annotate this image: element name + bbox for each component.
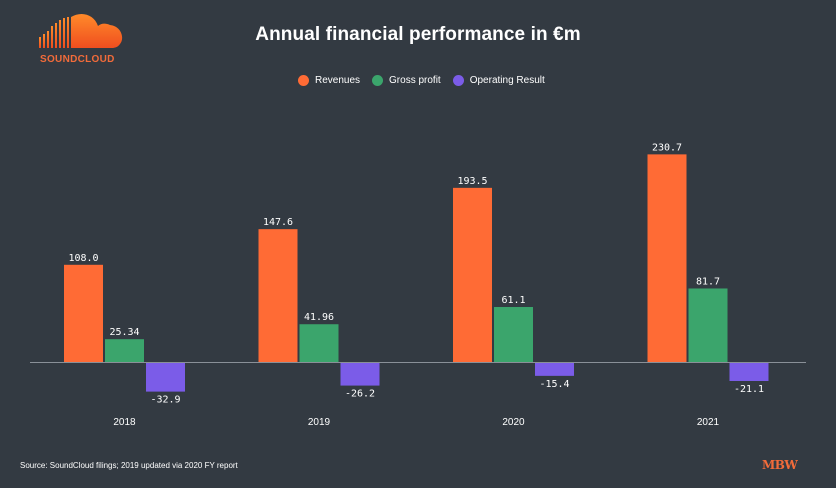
source-note: Source: SoundCloud filings; 2019 updated…: [20, 461, 238, 470]
bar-operating-result-2020: [535, 362, 574, 376]
data-label-operating-result-2020: -15.4: [539, 379, 569, 390]
legend-item-gross-profit[interactable]: Gross profit: [372, 74, 441, 86]
data-label-gross-profit-2018: 25.34: [109, 327, 139, 338]
data-label-revenues-2018: 108.0: [68, 253, 98, 264]
data-label-gross-profit-2021: 81.7: [696, 276, 720, 287]
bar-operating-result-2018: [146, 362, 185, 392]
data-label-revenues-2021: 230.7: [652, 142, 682, 153]
soundcloud-cloud-icon: [39, 14, 123, 48]
x-tick-label-2021: 2021: [697, 417, 720, 428]
data-label-operating-result-2019: -26.2: [345, 389, 375, 400]
x-tick-label-2020: 2020: [502, 417, 525, 428]
bar-gross-profit-2019: [299, 324, 339, 362]
legend-item-operating-result[interactable]: Operating Result: [452, 74, 545, 86]
legend-label-gross-profit: Gross profit: [389, 74, 441, 86]
bar-operating-result-2019: [340, 362, 380, 386]
soundcloud-wordmark: SOUNDCLOUD: [40, 54, 115, 65]
data-label-gross-profit-2020: 61.1: [501, 295, 525, 306]
bar-revenues-2018: [64, 264, 103, 362]
legend-item-revenues[interactable]: Revenues: [298, 74, 361, 86]
legend-label-revenues: Revenues: [315, 74, 361, 86]
mbw-brand-mark: MBW: [762, 458, 798, 472]
bar-revenues-2020: [453, 187, 492, 362]
legend: Revenues Gross profit Operating Result: [298, 72, 545, 88]
legend-swatch-operating-result: [452, 74, 464, 86]
bar-gross-profit-2018: [105, 339, 144, 362]
legend-swatch-revenues: [298, 74, 309, 86]
soundcloud-logo: SOUNDCLOUD: [36, 12, 128, 70]
bar-gross-profit-2021: [688, 288, 728, 362]
data-label-gross-profit-2019: 41.96: [304, 312, 334, 323]
data-label-revenues-2020: 193.5: [457, 176, 487, 187]
bar-revenues-2021: [647, 154, 687, 362]
legend-swatch-gross-profit: [372, 74, 384, 86]
x-tick-label-2018: 2018: [113, 417, 136, 428]
data-label-revenues-2019: 147.6: [263, 217, 293, 228]
data-label-operating-result-2021: -21.1: [734, 384, 764, 395]
bar-revenues-2019: [258, 229, 298, 362]
data-label-operating-result-2018: -32.9: [150, 395, 180, 406]
chart-title: Annual financial performance in €m: [255, 24, 581, 45]
bar-operating-result-2021: [729, 362, 769, 381]
legend-label-operating-result: Operating Result: [469, 74, 545, 86]
bar-gross-profit-2020: [494, 307, 533, 362]
x-tick-label-2019: 2019: [308, 417, 331, 428]
